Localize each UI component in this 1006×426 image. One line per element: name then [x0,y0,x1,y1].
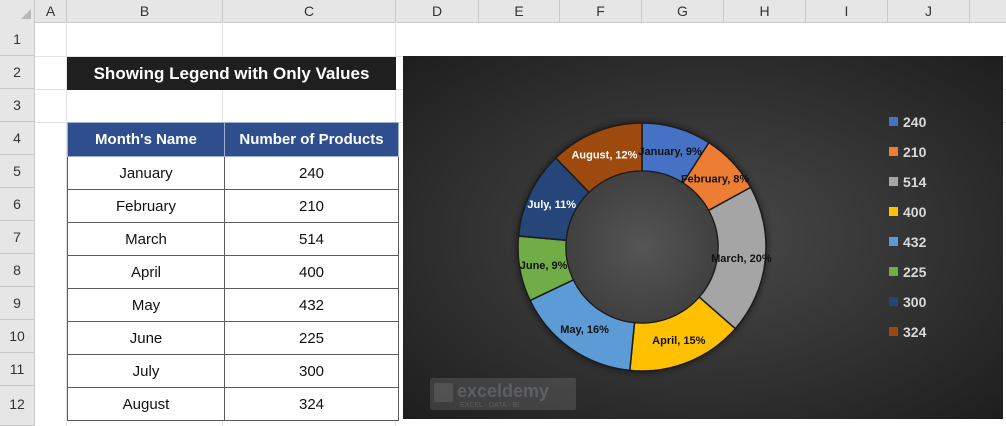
legend-swatch-icon[interactable] [889,147,898,156]
row-header-1[interactable]: 1 [0,22,35,56]
legend-entry-label[interactable]: 432 [903,234,927,250]
watermark-tagline: EXCEL · DATA · BI [460,402,519,409]
data-label-february[interactable]: February, 8% [681,174,749,186]
month-cell[interactable]: May [67,288,225,322]
legend-entry-label[interactable]: 300 [903,294,927,310]
row-header-12[interactable]: 12 [0,386,35,426]
data-label-april[interactable]: April, 15% [652,335,705,347]
column-header-i[interactable]: I [806,0,888,22]
products-cell[interactable]: 514 [224,222,399,256]
row-header-5[interactable]: 5 [0,155,35,188]
row-header-3[interactable]: 3 [0,89,35,122]
data-label-january[interactable]: January, 9% [638,146,702,158]
row-header-4[interactable]: 4 [0,122,35,155]
doughnut-hole [565,170,719,324]
table-row: May 432 [67,288,399,322]
column-header-c[interactable]: C [223,0,396,22]
legend-swatch-icon[interactable] [889,297,898,306]
legend-entry-label[interactable]: 324 [903,324,927,340]
table-row: February 210 [67,189,399,223]
products-cell[interactable]: 300 [224,354,399,388]
legend-entry-label[interactable]: 240 [903,114,927,130]
legend-swatch-icon[interactable] [889,237,898,246]
products-cell[interactable]: 240 [224,156,399,190]
products-cell[interactable]: 225 [224,321,399,355]
header-number-of-products[interactable]: Number of Products [224,122,399,157]
column-header-a[interactable]: A [35,0,67,22]
select-all-corner[interactable] [0,0,35,22]
table-row: April 400 [67,255,399,289]
watermark: exceldemy EXCEL · DATA · BI [430,378,576,410]
data-label-august[interactable]: August, 12% [571,149,637,161]
column-header-d[interactable]: D [396,0,479,22]
legend-swatch-icon[interactable] [889,117,898,126]
month-cell[interactable]: March [67,222,225,256]
legend-swatch-icon[interactable] [889,207,898,216]
data-label-july[interactable]: July, 11% [527,199,576,211]
table-row: August 324 [67,387,399,421]
table-row: July 300 [67,354,399,388]
products-cell[interactable]: 432 [224,288,399,322]
column-header-b[interactable]: B [67,0,223,22]
row-header-10[interactable]: 10 [0,320,35,353]
table-row: March 514 [67,222,399,256]
month-cell[interactable]: January [67,156,225,190]
select-all-triangle-icon [21,9,31,19]
legend-entry-label[interactable]: 210 [903,144,927,160]
legend-entry-label[interactable]: 514 [903,174,927,190]
month-cell[interactable]: February [67,189,225,223]
legend-swatch-icon[interactable] [889,267,898,276]
column-header-f[interactable]: F [560,0,642,22]
title-cell[interactable]: Showing Legend with Only Values [67,57,396,90]
products-cell[interactable]: 400 [224,255,399,289]
data-label-may[interactable]: May, 16% [560,324,609,336]
products-table: Month's Name Number of Products January 2… [67,122,399,421]
month-cell[interactable]: July [67,354,225,388]
column-header-j[interactable]: J [888,0,970,22]
column-header-bar [0,0,1006,23]
table-row: January 240 [67,156,399,190]
legend-entry-label[interactable]: 400 [903,204,927,220]
column-header-g[interactable]: G [642,0,724,22]
column-header-e[interactable]: E [479,0,560,22]
gridline [66,22,67,426]
month-cell[interactable]: June [67,321,225,355]
month-cell[interactable]: April [67,255,225,289]
row-header-11[interactable]: 11 [0,353,35,386]
header-month-name[interactable]: Month's Name [67,122,225,157]
month-cell[interactable]: August [67,387,225,421]
legend-swatch-icon[interactable] [889,327,898,336]
row-header-7[interactable]: 7 [0,221,35,254]
data-label-march[interactable]: March, 20% [711,253,772,265]
legend-swatch-icon[interactable] [889,177,898,186]
products-cell[interactable]: 210 [224,189,399,223]
legend-entry-label[interactable]: 225 [903,264,927,280]
row-header-9[interactable]: 9 [0,287,35,320]
row-header-6[interactable]: 6 [0,188,35,221]
table-row: June 225 [67,321,399,355]
data-label-june[interactable]: June, 9% [520,260,568,272]
row-header-2[interactable]: 2 [0,56,35,89]
row-header-8[interactable]: 8 [0,254,35,287]
column-header-h[interactable]: H [724,0,806,22]
products-cell[interactable]: 324 [224,387,399,421]
exceldemy-logo-icon [434,383,453,402]
doughnut-chart[interactable]: January, 9% February, 8% March, 20% April, … [403,56,1003,419]
watermark-box [430,378,576,410]
watermark-brand: exceldemy [457,381,549,401]
